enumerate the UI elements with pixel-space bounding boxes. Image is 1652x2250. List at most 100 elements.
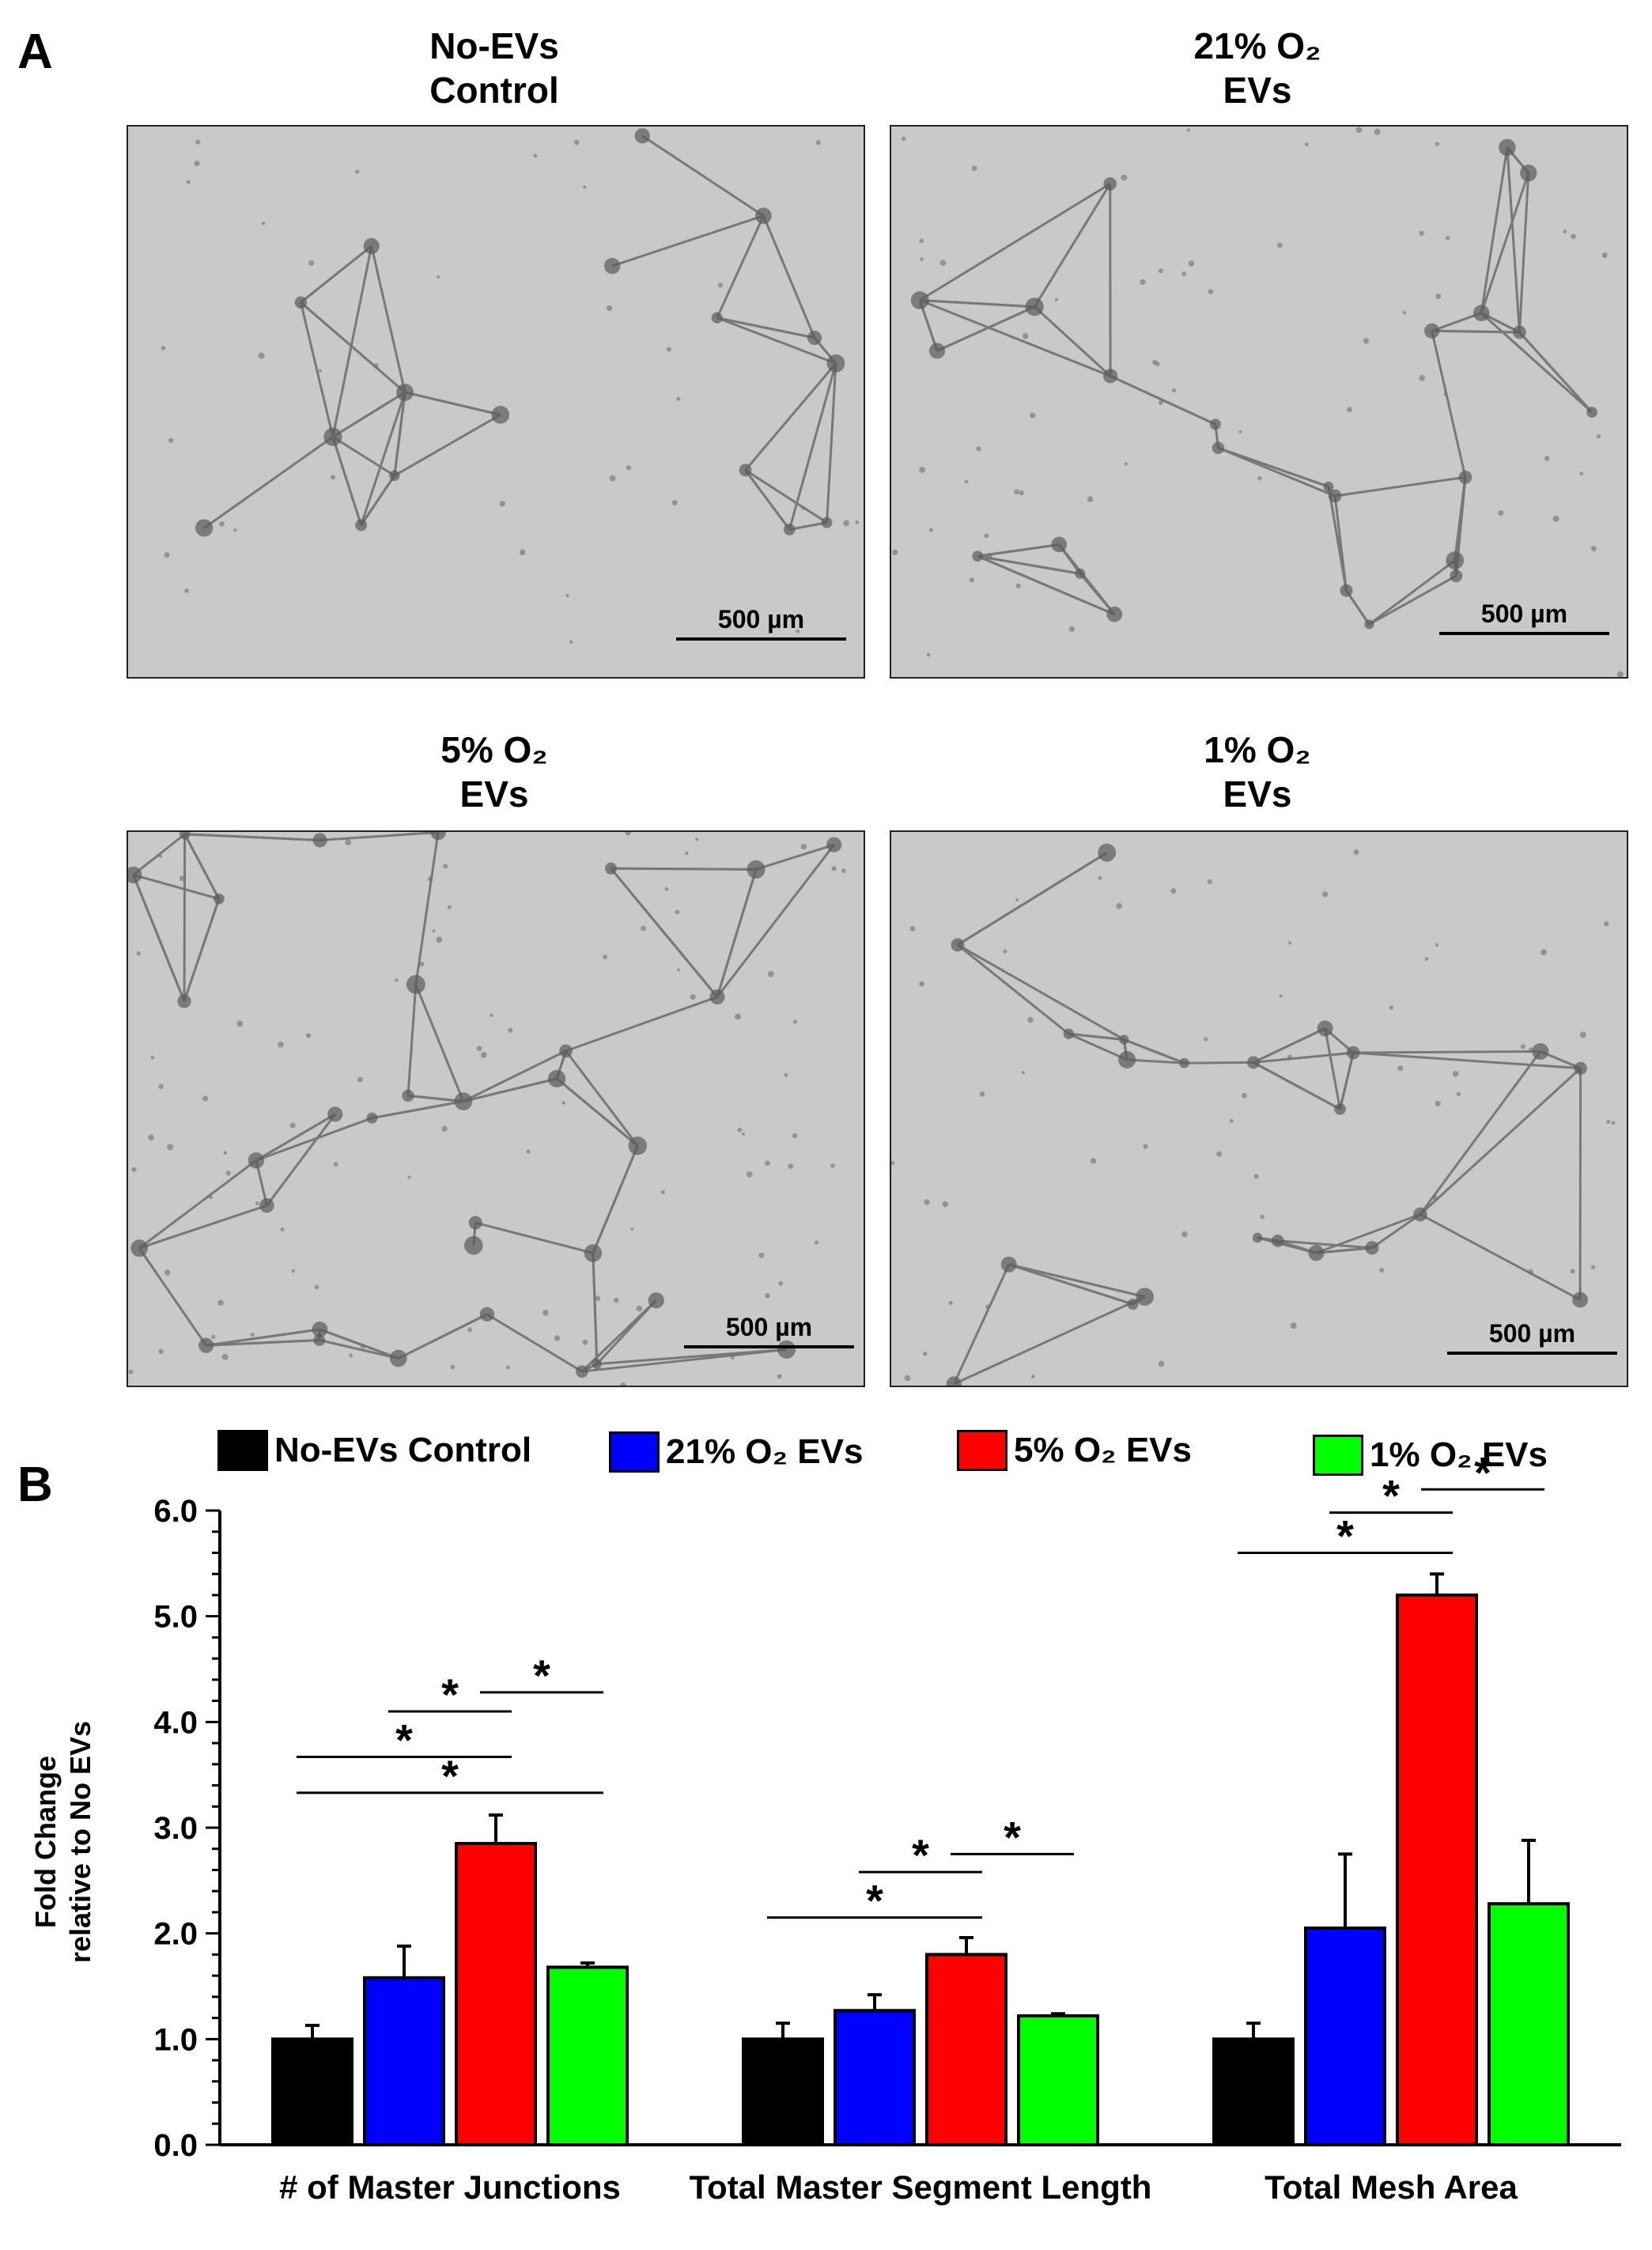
tube-segment: [744, 469, 791, 531]
tube-segment: [1253, 1027, 1326, 1064]
cell-dot: [1435, 142, 1440, 146]
cell-dot: [1540, 949, 1547, 956]
cell-dot: [603, 954, 608, 959]
tube-segment: [1368, 574, 1457, 626]
cell-dot: [778, 1280, 784, 1286]
cell-cluster: [826, 837, 842, 853]
cell-cluster: [711, 312, 723, 323]
tube-segment: [977, 554, 1081, 575]
cell-dot: [765, 1292, 770, 1299]
x-category-label: Total Master Segment Length: [690, 2169, 1152, 2206]
cell-dot: [581, 1367, 587, 1371]
cell-dot: [1571, 233, 1576, 240]
tube-segment: [183, 898, 221, 1002]
tube-segment: [1345, 589, 1370, 626]
legend-item-1pct: 1% O₂ EVs: [1313, 1435, 1548, 1476]
cell-dot: [636, 1305, 643, 1312]
tube-segment: [331, 245, 373, 437]
tube-segment: [610, 868, 719, 998]
cell-dot: [1260, 1214, 1265, 1220]
cell-dot: [1253, 1174, 1259, 1179]
cell-dot: [1596, 434, 1601, 439]
cell-cluster: [312, 833, 327, 848]
significance-star: *: [1336, 1511, 1354, 1560]
cell-dot: [971, 165, 977, 172]
tube-segment: [1253, 1051, 1354, 1064]
tube-segment: [611, 214, 764, 267]
cell-cluster: [807, 331, 822, 346]
cell-dot: [194, 161, 200, 167]
legend-label: 1% O₂ EVs: [1370, 1435, 1548, 1474]
micrograph-background: [128, 832, 864, 1386]
cell-cluster: [366, 1112, 378, 1124]
cell-dot: [158, 1348, 164, 1355]
legend-label: No-EVs Control: [274, 1431, 532, 1469]
cell-cluster: [628, 1136, 648, 1155]
tube-segment: [788, 363, 837, 530]
y-tick-label: 5.0: [153, 1600, 198, 1635]
cell-dot: [506, 1365, 511, 1370]
cell-cluster: [603, 258, 621, 274]
cell-dot: [164, 1269, 171, 1276]
cell-cluster: [1247, 1056, 1261, 1069]
cell-dot: [1287, 1054, 1292, 1059]
cell-dot: [1021, 1071, 1025, 1075]
cell-dot: [150, 1055, 155, 1060]
cell-cluster: [1252, 1232, 1263, 1243]
cell-dot: [447, 905, 452, 909]
cell-cluster: [1532, 1042, 1549, 1061]
cell-cluster: [1572, 1291, 1588, 1308]
micrograph-background: [128, 127, 864, 677]
tube-segment: [266, 1113, 337, 1207]
significance-star: *: [1382, 1471, 1400, 1521]
cell-dot: [565, 594, 569, 598]
cell-cluster: [1574, 1061, 1587, 1075]
tube-segment: [716, 215, 765, 319]
cell-dot: [1181, 1231, 1188, 1238]
tube-segment: [1480, 312, 1593, 414]
cell-dot: [1181, 271, 1187, 277]
micrograph-network: [203, 134, 837, 531]
micrograph-network: [918, 146, 1593, 626]
cell-dot: [1570, 1269, 1575, 1274]
cell-cluster: [1472, 304, 1490, 322]
cell-dot: [1374, 128, 1381, 135]
cell-dot: [1003, 949, 1007, 954]
cell-dot: [508, 1027, 513, 1033]
tube-segment: [1353, 1049, 1540, 1054]
cell-dot: [467, 1327, 473, 1333]
cell-dot: [801, 506, 805, 511]
cell-dot: [660, 1189, 665, 1194]
cell-dot: [219, 521, 225, 527]
cell-dot: [1389, 1005, 1394, 1010]
cell-cluster: [195, 519, 214, 537]
legend-label: 5% O₂ EVs: [1014, 1431, 1192, 1469]
cell-cluster: [1364, 619, 1374, 630]
cell-cluster: [1209, 418, 1221, 430]
tube-segment: [1368, 559, 1456, 626]
y-tick-label: 2.0: [153, 1917, 198, 1952]
significance-star: *: [1474, 1447, 1491, 1497]
cell-cluster: [1212, 441, 1225, 455]
cell-dot: [928, 528, 934, 532]
significance-star: *: [395, 1715, 413, 1764]
cell-dot: [148, 1134, 154, 1141]
cell-dot: [236, 1020, 244, 1027]
cell-cluster: [406, 974, 425, 994]
tube-segment: [331, 436, 363, 526]
tube-segment: [300, 301, 406, 394]
cell-dot: [1087, 496, 1094, 503]
cell-dot: [841, 868, 846, 873]
tube-segment: [299, 302, 335, 437]
legend-item-5pct: 5% O₂ EVs: [957, 1430, 1192, 1471]
cell-dot: [1347, 407, 1352, 413]
cell-cluster: [1446, 551, 1465, 570]
cell-dot: [280, 1227, 285, 1232]
tube-segment: [716, 844, 835, 998]
cell-dot: [1402, 311, 1407, 315]
cell-cluster: [739, 463, 752, 477]
tube-segment: [1058, 543, 1116, 615]
cell-dot: [690, 994, 696, 1000]
cell-cluster: [1025, 297, 1044, 316]
tube-segment: [406, 984, 418, 1096]
